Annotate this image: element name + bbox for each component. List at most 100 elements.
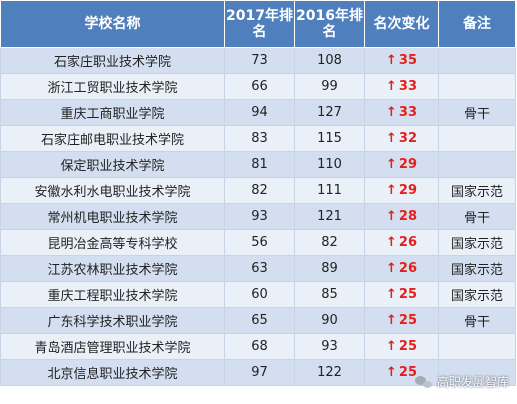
- rank-change-value: 25: [398, 339, 417, 354]
- rank-2016-cell: 85: [294, 281, 365, 308]
- table-row: 浙江工贸职业技术学院 66 99 ↑ 33: [0, 73, 516, 100]
- header-note: 备注: [438, 0, 516, 48]
- rank-2017-cell: 94: [224, 99, 295, 126]
- table-row: 石家庄邮电职业技术学院 83 115 ↑ 32: [0, 125, 516, 152]
- watermark-text: 高职发展智库: [436, 375, 509, 389]
- rank-2017-cell: 81: [224, 151, 295, 178]
- table-row: 保定职业技术学院 81 110 ↑ 29: [0, 151, 516, 178]
- rank-change-value: 29: [398, 157, 417, 172]
- rank-change-value: 28: [398, 209, 417, 224]
- school-name-cell: 石家庄职业技术学院: [0, 47, 225, 74]
- table-row: 常州机电职业技术学院 93 121 ↑ 28 骨干: [0, 203, 516, 230]
- note-cell: 国家示范: [438, 177, 516, 204]
- school-name-cell: 广东科学技术职业学院: [0, 307, 225, 334]
- note-cell: [438, 47, 516, 74]
- table-row: 江苏农林职业技术学院 63 89 ↑ 26 国家示范: [0, 255, 516, 282]
- note-cell: 骨干: [438, 99, 516, 126]
- rank-change-value: 25: [398, 313, 417, 328]
- rank-change-cell: ↑ 33: [364, 73, 439, 100]
- school-name-cell: 昆明冶金高等专科学校: [0, 229, 225, 256]
- arrow-up-icon: ↑: [386, 53, 397, 68]
- watermark: 高职发展智库: [414, 373, 509, 390]
- note-cell: [438, 73, 516, 100]
- rank-2016-cell: 99: [294, 73, 365, 100]
- arrow-up-icon: ↑: [386, 365, 397, 380]
- table-row: 石家庄职业技术学院 73 108 ↑ 35: [0, 47, 516, 74]
- rank-change-value: 26: [398, 235, 417, 250]
- arrow-up-icon: ↑: [386, 131, 397, 146]
- rank-change-value: 35: [398, 53, 417, 68]
- table-row: 广东科学技术职业学院 65 90 ↑ 25 骨干: [0, 307, 516, 334]
- school-name-cell: 浙江工贸职业技术学院: [0, 73, 225, 100]
- rank-2016-cell: 115: [294, 125, 365, 152]
- rank-2016-cell: 110: [294, 151, 365, 178]
- rank-2016-cell: 127: [294, 99, 365, 126]
- rank-2016-cell: 108: [294, 47, 365, 74]
- rank-2017-cell: 82: [224, 177, 295, 204]
- school-name-cell: 常州机电职业技术学院: [0, 203, 225, 230]
- rank-change-cell: ↑ 29: [364, 151, 439, 178]
- note-cell: 骨干: [438, 307, 516, 334]
- school-name-cell: 石家庄邮电职业技术学院: [0, 125, 225, 152]
- school-name-cell: 北京信息职业技术学院: [0, 359, 225, 386]
- rank-change-cell: ↑ 33: [364, 99, 439, 126]
- rank-change-cell: ↑ 35: [364, 47, 439, 74]
- wechat-icon: [414, 375, 433, 389]
- rank-2017-cell: 60: [224, 281, 295, 308]
- table-row: 重庆工商职业学院 94 127 ↑ 33 骨干: [0, 99, 516, 126]
- note-cell: [438, 125, 516, 152]
- rank-change-cell: ↑ 26: [364, 255, 439, 282]
- rank-change-value: 29: [398, 183, 417, 198]
- arrow-up-icon: ↑: [386, 183, 397, 198]
- rank-2016-cell: 93: [294, 333, 365, 360]
- rank-change-value: 32: [398, 131, 417, 146]
- note-cell: 国家示范: [438, 281, 516, 308]
- arrow-up-icon: ↑: [386, 287, 397, 302]
- arrow-up-icon: ↑: [386, 235, 397, 250]
- rank-change-value: 25: [398, 287, 417, 302]
- rank-2017-cell: 73: [224, 47, 295, 74]
- rank-2017-cell: 93: [224, 203, 295, 230]
- rank-change-cell: ↑ 25: [364, 281, 439, 308]
- header-rank-2016: 2016年排名: [294, 0, 365, 48]
- arrow-up-icon: ↑: [386, 209, 397, 224]
- header-row: 学校名称 2017年排名 2016年排名 名次变化 备注: [0, 0, 516, 48]
- rank-2017-cell: 65: [224, 307, 295, 334]
- school-name-cell: 江苏农林职业技术学院: [0, 255, 225, 282]
- rank-2017-cell: 56: [224, 229, 295, 256]
- rank-2017-cell: 68: [224, 333, 295, 360]
- rank-change-cell: ↑ 32: [364, 125, 439, 152]
- note-cell: 国家示范: [438, 255, 516, 282]
- school-name-cell: 重庆工程职业技术学院: [0, 281, 225, 308]
- ranking-table: 学校名称 2017年排名 2016年排名 名次变化 备注 石家庄职业技术学院 73…: [0, 0, 516, 386]
- table-row: 安徽水利水电职业技术学院 82 111 ↑ 29 国家示范: [0, 177, 516, 204]
- arrow-up-icon: ↑: [386, 79, 397, 94]
- rank-change-cell: ↑ 25: [364, 333, 439, 360]
- rank-change-cell: ↑ 25: [364, 307, 439, 334]
- rank-2016-cell: 121: [294, 203, 365, 230]
- arrow-up-icon: ↑: [386, 313, 397, 328]
- arrow-up-icon: ↑: [386, 339, 397, 354]
- header-rank-2017: 2017年排名: [224, 0, 295, 48]
- rank-2016-cell: 122: [294, 359, 365, 386]
- table-body: 石家庄职业技术学院 73 108 ↑ 35 浙江工贸职业技术学院 66 99 ↑ 33 重庆工商职业…: [0, 47, 516, 386]
- note-cell: 国家示范: [438, 229, 516, 256]
- rank-2016-cell: 111: [294, 177, 365, 204]
- note-cell: [438, 151, 516, 178]
- rank-change-cell: ↑ 29: [364, 177, 439, 204]
- arrow-up-icon: ↑: [386, 261, 397, 276]
- header-change: 名次变化: [364, 0, 439, 48]
- school-name-cell: 青岛酒店管理职业技术学院: [0, 333, 225, 360]
- rank-change-cell: ↑ 26: [364, 229, 439, 256]
- rank-2017-cell: 66: [224, 73, 295, 100]
- table-row: 昆明冶金高等专科学校 56 82 ↑ 26 国家示范: [0, 229, 516, 256]
- rank-change-value: 26: [398, 261, 417, 276]
- rank-2017-cell: 83: [224, 125, 295, 152]
- rank-2016-cell: 90: [294, 307, 365, 334]
- rank-2016-cell: 82: [294, 229, 365, 256]
- rank-2017-cell: 63: [224, 255, 295, 282]
- table-row: 北京信息职业技术学院 97 122 ↑ 25: [0, 359, 516, 386]
- arrow-up-icon: ↑: [386, 105, 397, 120]
- note-cell: [438, 359, 516, 386]
- note-cell: 骨干: [438, 203, 516, 230]
